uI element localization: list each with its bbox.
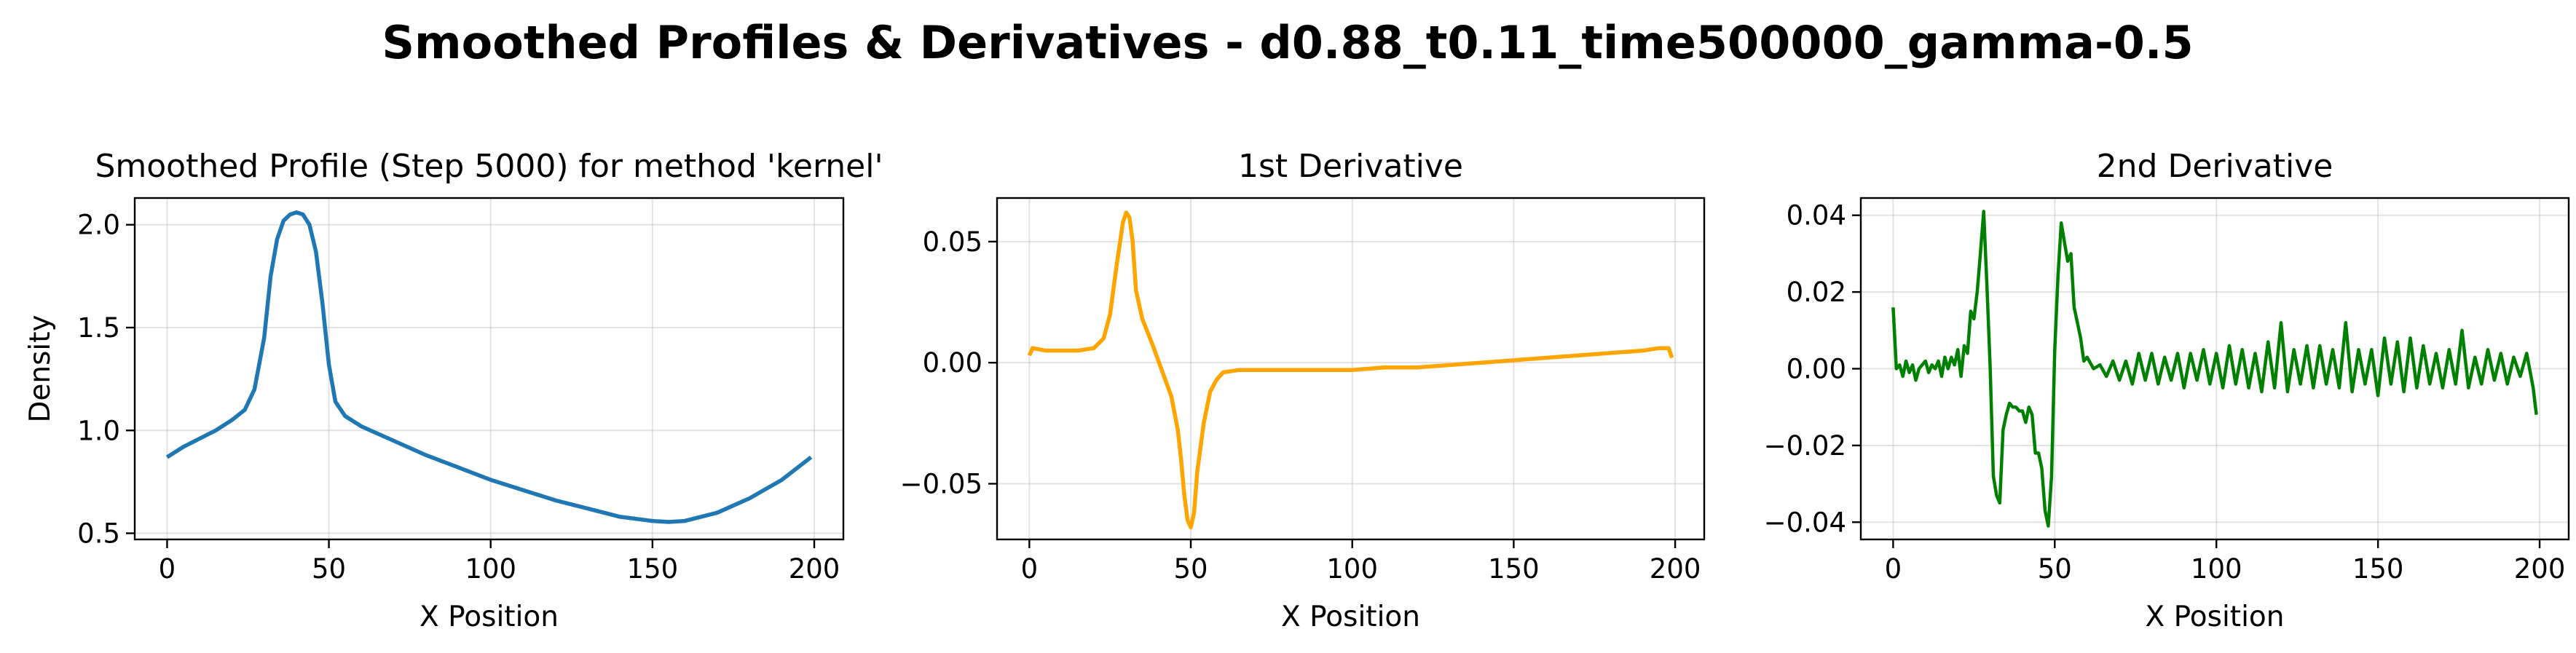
x-tick-label: 150 [627, 553, 679, 585]
x-axis-label-profile: X Position [420, 601, 559, 633]
x-tick-label: 50 [312, 553, 346, 585]
x-tick-label: 50 [1173, 553, 1208, 585]
y-tick-label: 0.5 [77, 518, 120, 550]
first-derivative-line [1027, 210, 1674, 530]
x-tick-label: 100 [465, 553, 516, 585]
x-axis-label-second-derivative: X Position [2146, 601, 2285, 633]
x-axis-label-first-derivative: X Position [1281, 601, 1420, 633]
x-tick-label: 50 [2038, 553, 2072, 585]
second-derivative-line [1891, 210, 2538, 528]
panel-title-first-derivative: 1st Derivative [1238, 148, 1463, 185]
y-tick-label: −0.05 [900, 468, 982, 499]
x-tick-label: 150 [2352, 553, 2404, 585]
axes-frame-profile [133, 197, 845, 541]
y-tick-label: 0.02 [1787, 277, 1846, 308]
axes-frame-first-derivative [996, 197, 1706, 541]
y-tick-label: 1.5 [77, 312, 120, 344]
y-tick-label: 0.04 [1787, 200, 1846, 231]
x-tick-label: 150 [1488, 553, 1540, 585]
y-tick-label: 1.0 [77, 415, 120, 446]
panel-title-profile: Smoothed Profile (Step 5000) for method … [95, 148, 883, 185]
density-line [165, 210, 813, 524]
x-tick-label: 200 [1650, 553, 1701, 585]
y-tick-label: 0.05 [923, 226, 982, 258]
panel-second-derivative: 0 50 100 150 200 −0.04 −0.02 0.00 0.02 0.04 2nd D… [1764, 148, 2570, 633]
y-tick-label: 0.00 [923, 347, 982, 379]
panel-first-derivative: 0 50 100 150 200 −0.05 0.00 0.05 1st Derivative… [900, 148, 1706, 633]
y-tick-label: −0.02 [1764, 430, 1846, 462]
panel-smoothed-profile: 0 50 100 150 200 0.5 1.0 1.5 2.0 Smoothed Profil… [24, 148, 883, 633]
x-tick-label: 0 [159, 553, 176, 585]
y-tick-label: 2.0 [77, 210, 120, 241]
y-axis-label-profile: Density [24, 314, 57, 422]
y-tick-label: 0.00 [1787, 354, 1846, 385]
x-tick-label: 200 [2514, 553, 2566, 585]
figure-suptitle: Smoothed Profiles & Derivatives - d0.88_… [382, 16, 2193, 69]
x-tick-label: 100 [1326, 553, 1378, 585]
panel-title-second-derivative: 2nd Derivative [2097, 148, 2333, 185]
y-tick-label: −0.04 [1764, 507, 1846, 538]
x-tick-label: 200 [789, 553, 840, 585]
x-tick-label: 100 [2191, 553, 2242, 585]
x-tick-label: 0 [1885, 553, 1902, 585]
x-tick-label: 0 [1021, 553, 1039, 585]
